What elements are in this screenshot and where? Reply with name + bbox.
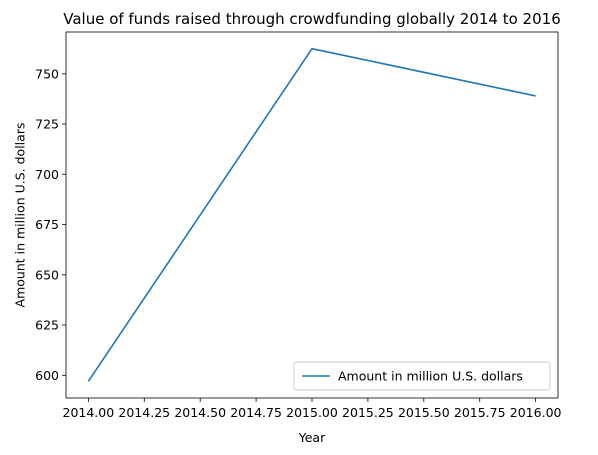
series-line (87, 47, 536, 382)
legend-label: Amount in million U.S. dollars (338, 369, 523, 384)
y-tick-label: 625 (35, 318, 59, 333)
y-tick-label: 750 (35, 66, 59, 81)
y-tick-label: 700 (35, 167, 59, 182)
x-tick-label: 2014.50 (174, 405, 226, 420)
chart-title: Value of funds raised through crowdfundi… (63, 10, 560, 28)
y-tick-label: 650 (35, 267, 59, 282)
x-tick-label: 2014.00 (63, 405, 115, 420)
x-tick-label: 2015.00 (286, 405, 338, 420)
legend: Amount in million U.S. dollars (293, 361, 551, 391)
x-axis: 2014.00 2014.25 2014.50 2014.75 2015.00 2015.… (63, 398, 562, 420)
x-axis-label: Year (298, 430, 326, 445)
legend-box (293, 361, 551, 391)
x-tick-label: 2015.75 (454, 405, 506, 420)
y-tick-label: 600 (35, 368, 59, 383)
y-tick-label: 725 (35, 117, 59, 132)
y-axis-label: Amount in million U.S. dollars (12, 123, 27, 308)
x-tick-label: 2014.75 (230, 405, 282, 420)
x-tick-label: 2016.00 (510, 405, 562, 420)
y-axis: 600 625 650 675 700 725 750 (35, 66, 66, 383)
plot-frame (65, 31, 559, 399)
series-layer (87, 47, 536, 382)
x-tick-label: 2015.25 (342, 405, 394, 420)
x-tick-label: 2014.25 (118, 405, 170, 420)
y-tick-label: 675 (35, 217, 59, 232)
x-tick-label: 2015.50 (398, 405, 450, 420)
